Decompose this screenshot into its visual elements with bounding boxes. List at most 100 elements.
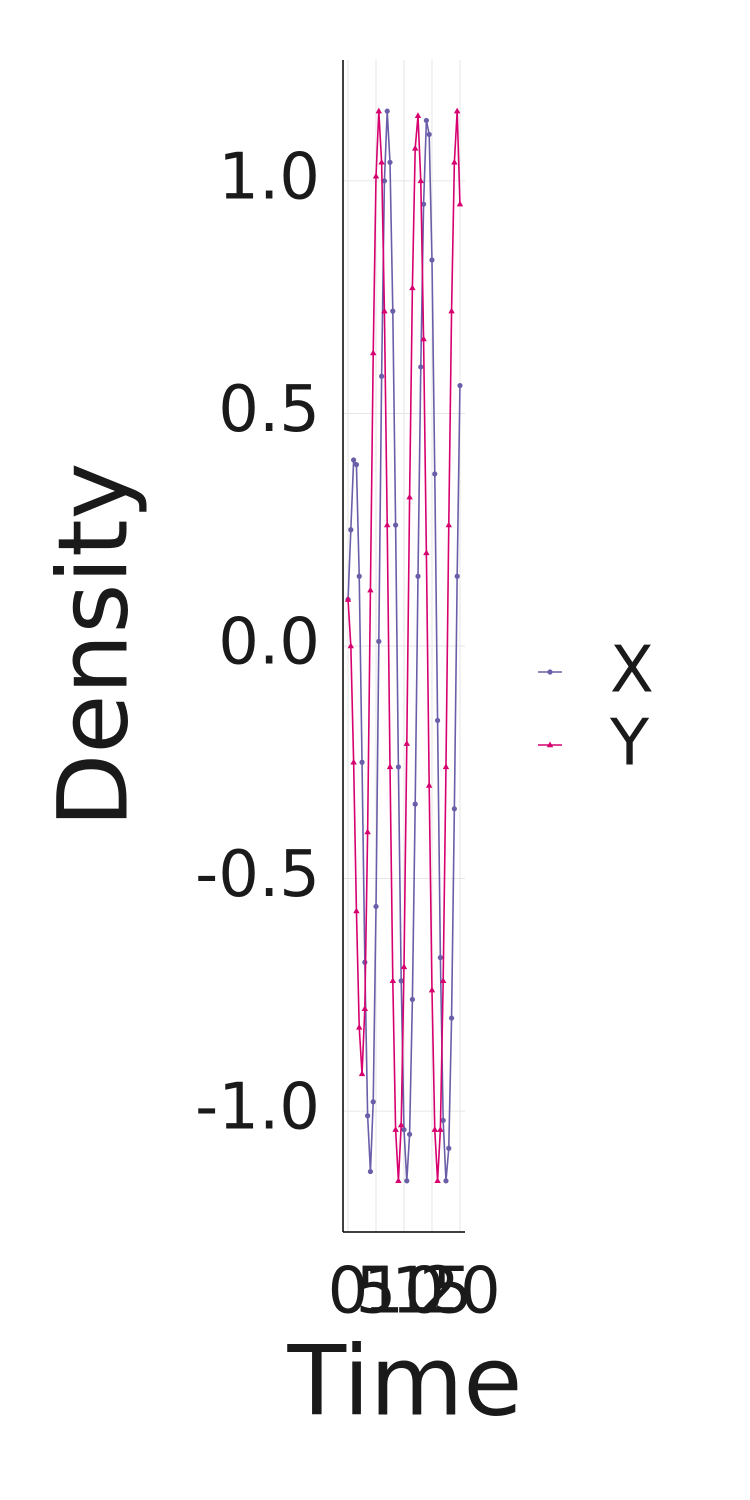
data-marker [348, 527, 354, 533]
data-marker [428, 986, 436, 993]
data-marker [386, 763, 394, 770]
data-marker [344, 595, 352, 602]
data-marker [384, 521, 391, 528]
x-tick-label: 15 [391, 1255, 472, 1329]
y-tick-label: -1.0 [195, 1071, 320, 1145]
series [344, 107, 464, 1184]
data-marker [370, 349, 377, 356]
data-marker [451, 158, 458, 165]
data-marker [367, 586, 374, 593]
data-marker [418, 364, 424, 370]
data-marker [406, 493, 413, 500]
data-marker [434, 717, 441, 724]
data-marker [406, 1131, 413, 1137]
data-marker [356, 573, 362, 579]
x-tick-label: 0 [328, 1255, 369, 1329]
data-marker [409, 996, 415, 1003]
data-marker [409, 284, 416, 291]
y-axis-title: Density [37, 463, 149, 828]
data-marker [426, 131, 432, 138]
data-marker [361, 1005, 369, 1011]
data-marker [356, 1023, 363, 1030]
data-marker [431, 1126, 438, 1132]
data-marker [390, 308, 396, 314]
data-marker [415, 573, 421, 579]
data-marker [417, 177, 424, 184]
data-marker [384, 108, 390, 114]
data-marker [367, 1168, 374, 1175]
data-marker [420, 201, 427, 207]
data-marker [379, 373, 385, 379]
data-marker [442, 763, 450, 770]
data-marker [448, 1015, 455, 1021]
series [345, 108, 463, 1184]
data-marker [400, 963, 408, 970]
data-marker [353, 462, 360, 468]
data-marker [381, 178, 388, 184]
data-marker [454, 573, 460, 579]
data-marker [358, 1070, 366, 1077]
legend-label: X [610, 634, 654, 708]
data-marker [364, 828, 371, 835]
data-marker [457, 382, 463, 389]
data-marker [448, 307, 455, 314]
x-tick-label: 5 [356, 1255, 397, 1329]
data-marker [437, 1126, 444, 1132]
x-axis-title: Time [287, 1325, 523, 1437]
data-marker [365, 1113, 371, 1119]
data-marker [423, 117, 429, 124]
data-marker [429, 257, 435, 263]
data-marker [440, 1117, 446, 1123]
x-tick-label: 20 [419, 1255, 500, 1329]
data-marker [456, 200, 464, 207]
data-marker [403, 740, 410, 746]
data-marker [395, 1177, 402, 1184]
legend-entry: X [538, 634, 654, 708]
data-marker [425, 782, 433, 788]
data-marker [411, 144, 419, 151]
data-marker [395, 764, 402, 770]
data-marker [378, 158, 385, 165]
data-marker [353, 907, 360, 914]
data-marker [414, 112, 422, 119]
data-marker [445, 521, 452, 528]
data-marker [434, 1177, 441, 1184]
data-marker [347, 642, 355, 649]
data-marker [351, 457, 357, 463]
data-marker [398, 978, 404, 984]
data-marker [370, 1099, 376, 1105]
data-marker [420, 335, 427, 342]
y-tick-label: 1.0 [218, 140, 320, 214]
y-tick-label: -0.5 [195, 838, 320, 912]
data-marker [381, 307, 388, 314]
data-marker [376, 638, 382, 644]
data-marker [401, 1127, 407, 1133]
data-marker [412, 801, 418, 807]
data-marker [393, 522, 399, 528]
data-marker [398, 1121, 405, 1128]
data-marker [389, 977, 397, 984]
data-marker [350, 758, 357, 765]
data-marker [453, 107, 461, 114]
data-marker [451, 806, 457, 812]
data-marker [372, 172, 380, 179]
data-marker [373, 903, 379, 910]
data-marker [375, 107, 383, 114]
legend-entry: Y [538, 707, 650, 781]
data-marker [359, 759, 365, 765]
data-marker [443, 1178, 449, 1184]
data-marker [432, 471, 438, 477]
legend-label: Y [609, 707, 650, 781]
data-marker [392, 1126, 399, 1132]
data-marker [404, 1178, 410, 1184]
data-marker [546, 741, 554, 748]
data-marker [439, 977, 447, 984]
data-marker [423, 549, 430, 556]
y-tick-label: 0.0 [218, 606, 320, 680]
data-marker [446, 1145, 452, 1151]
data-marker [437, 955, 443, 961]
y-tick-label: 0.5 [218, 373, 320, 447]
data-marker [387, 159, 393, 165]
